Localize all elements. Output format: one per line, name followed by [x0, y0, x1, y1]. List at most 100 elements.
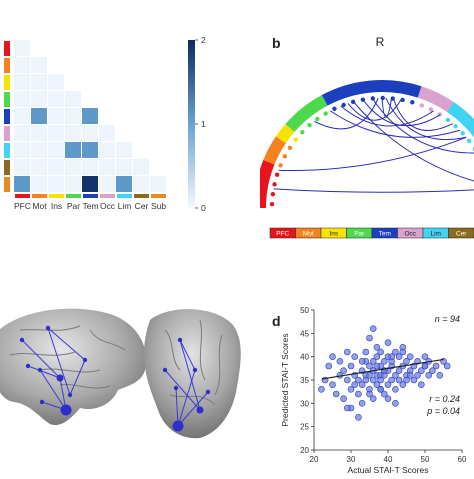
node — [341, 103, 345, 107]
matrix-cell — [48, 125, 64, 141]
col-color-cer — [134, 194, 149, 198]
scatter-point — [352, 354, 358, 360]
scatter-point — [367, 335, 373, 341]
matrix-cell — [82, 159, 98, 175]
col-label-sub: Sub — [151, 201, 166, 211]
legend-label-ins: Ins — [329, 231, 338, 238]
brain-node — [173, 421, 184, 432]
y-axis-label: Predicted STAI-T Scores — [280, 333, 290, 426]
scatter-point — [392, 400, 398, 406]
matrix-cell — [31, 176, 47, 192]
node — [278, 163, 282, 167]
scatter-point — [355, 414, 361, 420]
scatter-point — [392, 386, 398, 392]
scatter-point — [389, 354, 395, 360]
matrix-cell — [14, 74, 30, 90]
node — [272, 182, 276, 186]
node — [294, 137, 298, 141]
scatter-point — [433, 363, 439, 369]
row-color-lim — [4, 143, 10, 158]
scatter-point — [444, 363, 450, 369]
node — [288, 146, 292, 150]
node — [429, 107, 433, 111]
y-tick-label: 30 — [300, 399, 309, 408]
colorbar — [188, 40, 195, 208]
row-color-cer — [4, 160, 10, 175]
legend-label-cer: Cer — [456, 231, 467, 238]
col-color-occ — [100, 194, 115, 198]
scatter-point — [378, 386, 384, 392]
matrix-cell — [65, 142, 81, 158]
row-color-pfc — [4, 41, 10, 56]
x-tick-label: 20 — [310, 455, 319, 464]
scatter-point — [341, 396, 347, 402]
scatter-point — [407, 372, 413, 378]
scatter-point — [378, 349, 384, 355]
scatter-point — [367, 372, 373, 378]
colorbar-max-label: 2 — [201, 35, 206, 45]
scatter-point — [344, 405, 350, 411]
brain-node — [61, 405, 72, 416]
matrix-cell — [31, 74, 47, 90]
col-label-occ: Occ — [100, 201, 116, 211]
ring-segment-occ — [418, 86, 454, 112]
scatter-point — [418, 382, 424, 388]
col-label-lim: Lim — [118, 201, 132, 211]
matrix-cell — [99, 176, 115, 192]
matrix-cell — [99, 142, 115, 158]
scatter-point — [348, 363, 354, 369]
col-color-tem — [83, 194, 98, 198]
node — [420, 103, 424, 107]
matrix-cell — [48, 142, 64, 158]
matrix-cell — [133, 159, 149, 175]
scatter-point — [359, 358, 365, 364]
brain-node — [26, 364, 30, 368]
x-tick-label: 40 — [384, 455, 393, 464]
scatter-point — [385, 340, 391, 346]
brain-node — [193, 368, 197, 372]
scatter-point — [330, 354, 336, 360]
stat-n: n = 94 — [435, 314, 460, 324]
brain-node — [83, 358, 87, 362]
col-color-par — [66, 194, 81, 198]
col-label-par: Par — [67, 201, 80, 211]
scatter-point — [337, 358, 343, 364]
ring-segment-par — [285, 95, 327, 132]
scatter-point — [422, 363, 428, 369]
matrix-cell — [116, 142, 132, 158]
node — [332, 107, 336, 111]
scatter-point — [400, 349, 406, 355]
matrix-cell — [31, 159, 47, 175]
col-label-pfc: PFC — [14, 201, 31, 211]
brain-node — [206, 390, 210, 394]
matrix-cell — [65, 125, 81, 141]
matrix-cell — [31, 125, 47, 141]
matrix-cell — [65, 108, 81, 124]
scatter-point — [333, 391, 339, 397]
node — [275, 173, 279, 177]
matrix-cell — [48, 176, 64, 192]
matrix-cell — [99, 159, 115, 175]
node — [467, 139, 471, 143]
ring-segment-pfc — [260, 160, 274, 208]
x-tick-label: 30 — [347, 455, 356, 464]
brain-node — [57, 375, 64, 382]
y-tick-label: 25 — [300, 423, 309, 432]
scatter-point — [407, 354, 413, 360]
ring-segment-lim — [447, 102, 474, 168]
node — [315, 117, 319, 121]
matrix-cell — [82, 142, 98, 158]
matrix-cell — [48, 159, 64, 175]
brain-node — [40, 400, 44, 404]
matrix-cell — [31, 91, 47, 107]
scatter-point — [374, 363, 380, 369]
legend-label-occ: Occ — [404, 231, 416, 238]
node — [283, 154, 287, 158]
panel-b-label: b — [272, 35, 281, 51]
connection-edge — [274, 189, 474, 192]
matrix-cell — [31, 108, 47, 124]
hemisphere-label: R — [376, 35, 385, 49]
